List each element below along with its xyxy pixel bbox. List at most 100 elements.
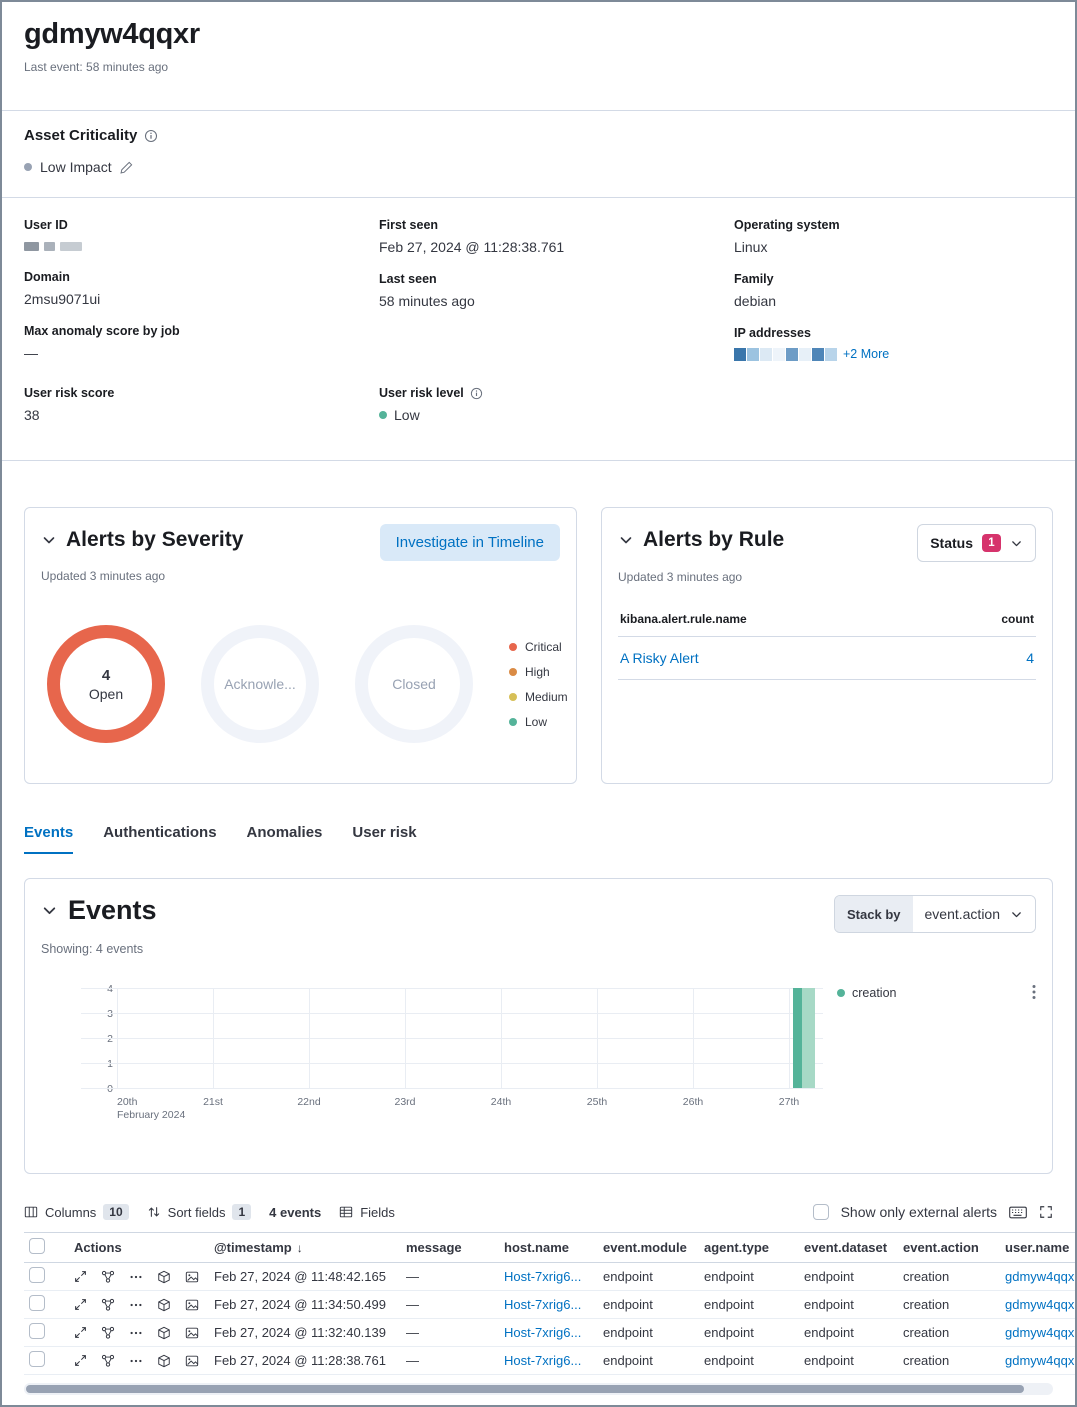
edit-criticality-icon[interactable]: [119, 161, 133, 174]
analyze-event-icon[interactable]: [101, 1326, 115, 1340]
analyze-event-icon[interactable]: [101, 1298, 115, 1312]
analyze-event-icon[interactable]: [101, 1354, 115, 1368]
y-tick: 0: [107, 1083, 113, 1095]
fields-button[interactable]: Fields: [339, 1205, 395, 1220]
column-header-event-module[interactable]: event.module: [603, 1240, 687, 1255]
chevron-down-icon[interactable]: [41, 532, 57, 548]
open-details-icon[interactable]: [74, 1326, 87, 1339]
user-name-link[interactable]: gdmyw4qqxr: [1005, 1269, 1075, 1284]
scrollbar-thumb[interactable]: [26, 1385, 1025, 1393]
columns-button[interactable]: Columns 10: [24, 1204, 129, 1220]
user-name-link[interactable]: gdmyw4qqxr: [1005, 1297, 1075, 1312]
closed-alerts-label: Closed: [392, 676, 436, 692]
column-header-agent-type[interactable]: agent.type: [704, 1240, 770, 1255]
message-cell: —: [406, 1297, 419, 1312]
host-name-link[interactable]: Host-7xrig6...: [504, 1269, 582, 1284]
user-id-label: User ID: [24, 218, 68, 232]
columns-count-badge: 10: [103, 1204, 129, 1220]
grid-events-count: 4 events: [269, 1204, 322, 1220]
tab-anomalies[interactable]: Anomalies: [246, 824, 323, 841]
rule-table-row: A Risky Alert 4: [618, 637, 1036, 680]
y-tick: 3: [107, 1008, 113, 1020]
column-header-message[interactable]: message: [406, 1240, 462, 1255]
ip-more-link[interactable]: +2 More: [843, 347, 890, 361]
chevron-down-icon: [1010, 537, 1023, 550]
session-view-icon[interactable]: [185, 1270, 199, 1284]
tab-user-risk[interactable]: User risk: [352, 824, 417, 841]
horizontal-scrollbar[interactable]: [24, 1383, 1053, 1395]
stack-by-value: event.action: [924, 906, 1001, 922]
column-header-timestamp[interactable]: @timestamp ↓: [212, 1240, 404, 1255]
creation-bar[interactable]: [793, 988, 802, 1088]
fullscreen-icon[interactable]: [1039, 1205, 1053, 1219]
osquery-icon[interactable]: [157, 1270, 171, 1284]
risk-score-label: User risk score: [24, 386, 115, 400]
legend-item-medium: Medium: [509, 690, 568, 704]
last-event-text: Last event: 58 minutes ago: [24, 60, 169, 74]
status-filter-button[interactable]: Status 1: [917, 524, 1036, 562]
chevron-down-icon[interactable]: [41, 902, 58, 919]
row-checkbox[interactable]: [29, 1295, 45, 1311]
row-checkbox[interactable]: [29, 1267, 45, 1283]
more-actions-icon[interactable]: [129, 1270, 143, 1284]
osquery-icon[interactable]: [157, 1298, 171, 1312]
chevron-down-icon[interactable]: [618, 532, 634, 548]
row-checkbox[interactable]: [29, 1351, 45, 1367]
session-view-icon[interactable]: [185, 1298, 199, 1312]
last-seen-label: Last seen: [379, 272, 437, 286]
select-all-checkbox[interactable]: [29, 1238, 45, 1254]
x-tick: 23rd: [394, 1096, 416, 1108]
session-view-icon[interactable]: [185, 1354, 199, 1368]
show-external-alerts-checkbox[interactable]: [812, 1204, 829, 1220]
acknowledged-alerts-donut[interactable]: Acknowle...: [201, 625, 319, 743]
timestamp-header-label: @timestamp: [214, 1240, 292, 1255]
timestamp-cell: Feb 27, 2024 @ 11:28:38.761: [214, 1353, 386, 1368]
investigate-in-timeline-button[interactable]: Investigate in Timeline: [379, 524, 560, 561]
info-icon[interactable]: [144, 129, 158, 143]
host-name-link[interactable]: Host-7xrig6...: [504, 1353, 582, 1368]
open-details-icon[interactable]: [74, 1354, 87, 1367]
tab-authentications[interactable]: Authentications: [103, 824, 217, 841]
closed-alerts-donut[interactable]: Closed: [355, 625, 473, 743]
open-details-icon[interactable]: [74, 1298, 87, 1311]
column-header-host-name[interactable]: host.name: [504, 1240, 570, 1255]
more-actions-icon[interactable]: [129, 1298, 143, 1312]
user-name-link[interactable]: gdmyw4qqxr: [1005, 1325, 1075, 1340]
analyze-event-icon[interactable]: [101, 1270, 115, 1284]
host-name-link[interactable]: Host-7xrig6...: [504, 1297, 582, 1312]
session-view-icon[interactable]: [185, 1326, 199, 1340]
open-alerts-donut[interactable]: 4 Open: [47, 625, 165, 743]
column-header-user-name[interactable]: user.name: [1005, 1240, 1070, 1255]
event-dataset-cell: endpoint: [804, 1325, 854, 1340]
sort-fields-button[interactable]: Sort fields 1: [147, 1204, 252, 1220]
row-checkbox[interactable]: [29, 1323, 45, 1339]
plot-area: 4 3 2 1 0 20th 21st 22nd 23rd 24th 2: [81, 983, 823, 1121]
fields-icon: [339, 1205, 353, 1219]
open-details-icon[interactable]: [74, 1270, 87, 1283]
keyboard-shortcuts-icon[interactable]: [1009, 1206, 1027, 1219]
chart-options-icon[interactable]: [1032, 984, 1036, 1000]
event-module-cell: endpoint: [603, 1353, 653, 1368]
column-header-event-action[interactable]: event.action: [903, 1240, 979, 1255]
event-action-cell: creation: [903, 1325, 950, 1340]
info-icon[interactable]: [470, 387, 483, 400]
rule-name-link[interactable]: A Risky Alert: [620, 650, 699, 666]
rule-count-value[interactable]: 4: [1026, 650, 1034, 666]
more-actions-icon[interactable]: [129, 1326, 143, 1340]
ip-addresses-redacted-value: [734, 347, 837, 361]
more-actions-icon[interactable]: [129, 1354, 143, 1368]
table-row: Feb 27, 2024 @ 11:48:42.165 — Host-7xrig…: [24, 1263, 1075, 1291]
divider: [2, 460, 1075, 461]
host-name-link[interactable]: Host-7xrig6...: [504, 1325, 582, 1340]
column-header-event-dataset[interactable]: event.dataset: [804, 1240, 888, 1255]
message-cell: —: [406, 1325, 419, 1340]
osquery-icon[interactable]: [157, 1354, 171, 1368]
y-tick: 2: [107, 1033, 113, 1045]
alerts-by-rule-panel: Alerts by Rule Status 1 Updated 3 minute…: [601, 507, 1053, 784]
event-module-cell: endpoint: [603, 1269, 653, 1284]
osquery-icon[interactable]: [157, 1326, 171, 1340]
stack-by-select[interactable]: event.action: [912, 896, 1035, 932]
user-name-link[interactable]: gdmyw4qqxr: [1005, 1353, 1075, 1368]
tab-events[interactable]: Events: [24, 824, 74, 854]
creation-bar-highlight: [802, 988, 815, 1088]
